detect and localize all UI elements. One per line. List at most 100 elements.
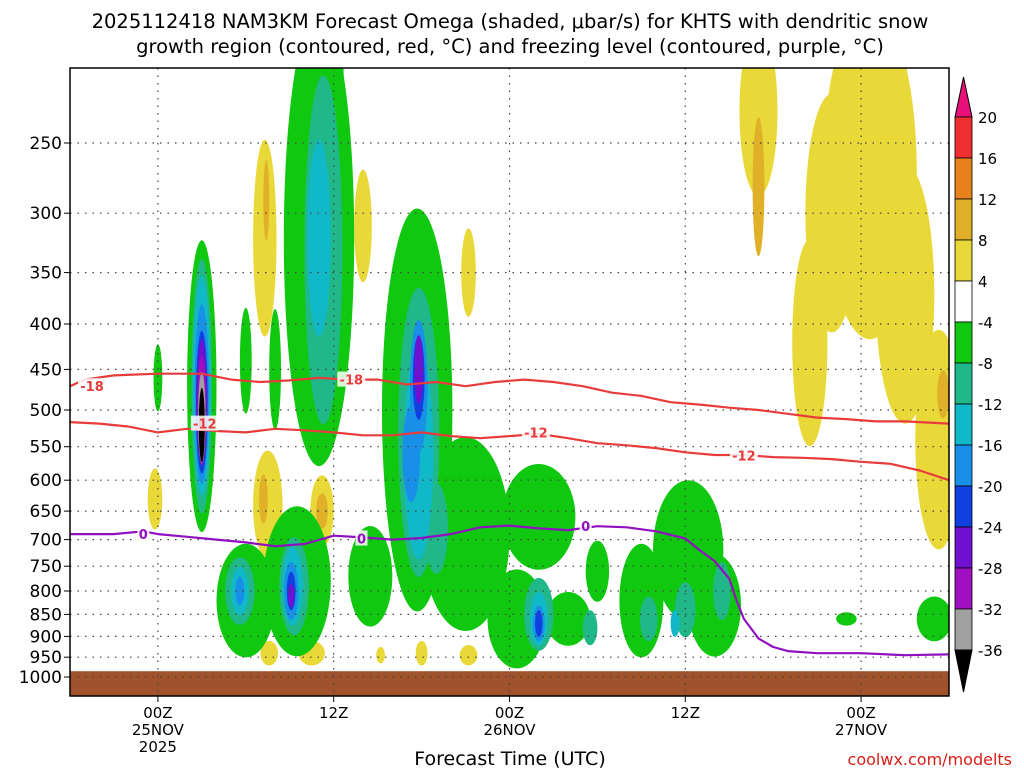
colorbar-label: -32 xyxy=(978,601,1003,619)
omega-region xyxy=(253,139,277,337)
contour-label-bg xyxy=(355,530,368,546)
y-tick-label: 750 xyxy=(30,557,62,577)
colorbar-swatch xyxy=(954,403,973,446)
colorbar-label: -4 xyxy=(978,314,993,332)
omega-region xyxy=(376,647,385,664)
x-tick-time: 00Z xyxy=(846,704,875,722)
contour--12 xyxy=(70,421,949,482)
colorbar-label: 16 xyxy=(978,150,997,168)
credit-link[interactable]: coolwx.com/modelts xyxy=(848,750,1012,768)
omega-region xyxy=(316,493,328,529)
colorbar-label: -8 xyxy=(978,355,993,373)
colorbar-label: -16 xyxy=(978,437,1003,455)
contour-label: -18 xyxy=(80,380,104,395)
colorbar-swatch xyxy=(954,567,973,610)
contour-label-bg xyxy=(190,415,219,431)
colorbar-label: -12 xyxy=(978,396,1003,414)
contour-label: 0 xyxy=(581,520,590,535)
omega-region xyxy=(459,645,478,666)
colorbar-label: -24 xyxy=(978,519,1003,537)
contour-label: 0 xyxy=(357,533,366,548)
omega-region xyxy=(670,610,680,637)
contour-label: -12 xyxy=(193,418,217,433)
y-tick-label: 300 xyxy=(30,204,62,224)
x-tick-time: 12Z xyxy=(319,704,348,722)
omega-region xyxy=(414,335,424,404)
contour-label: -12 xyxy=(524,426,548,441)
plot-area: -18 -18 -12 -12 -12 0 0 0 xyxy=(69,67,950,697)
colorbar-swatch xyxy=(954,198,973,241)
y-tick-label: 650 xyxy=(30,502,62,522)
omega-region xyxy=(937,370,949,419)
x-tick-year: 2025 xyxy=(139,738,177,756)
contour-label-bg xyxy=(137,526,150,542)
y-tick-label: 550 xyxy=(30,438,62,458)
y-tick-label: 450 xyxy=(30,360,62,380)
y-tick-label: 900 xyxy=(30,627,62,647)
colorbar-label: 20 xyxy=(978,109,997,127)
colorbar-swatch xyxy=(954,116,973,159)
chart-title-line-2: growth region (contoured, red, °C) and f… xyxy=(136,35,884,58)
colorbar-swatch xyxy=(954,526,973,569)
colorbar-swatch xyxy=(954,608,973,651)
contour-label-bg xyxy=(521,424,550,440)
omega-region xyxy=(585,540,610,602)
omega-region xyxy=(421,437,510,631)
colorbar-label: -20 xyxy=(978,478,1003,496)
omega-region xyxy=(792,239,828,447)
contour-label-bg xyxy=(337,371,366,387)
x-axis-label: Forecast Time (UTC) xyxy=(414,748,605,768)
colorbar-swatch xyxy=(954,444,973,487)
y-tick-label: 1000 xyxy=(19,668,62,688)
y-tick-label: 850 xyxy=(30,605,62,625)
colorbar-swatch xyxy=(954,362,973,405)
contour-0 xyxy=(70,524,949,657)
colorbar-swatch xyxy=(954,485,973,528)
omega-region xyxy=(259,474,268,524)
omega-region xyxy=(875,164,935,424)
contour-label-bg xyxy=(579,518,592,534)
omega-region xyxy=(402,405,421,503)
colorbar-label: -36 xyxy=(978,642,1003,660)
contour-label: 0 xyxy=(139,528,148,543)
x-tick-time: 12Z xyxy=(671,704,700,722)
omega-region xyxy=(619,543,664,658)
colorbar-label: -28 xyxy=(978,560,1003,578)
x-tick-time: 00Z xyxy=(143,704,172,722)
x-tick-date: 25NOV xyxy=(132,721,185,739)
omega-region xyxy=(269,309,281,430)
omega-region xyxy=(307,139,331,337)
omega-region xyxy=(153,344,163,412)
colorbar-label: 4 xyxy=(978,273,988,291)
colorbar-label: 8 xyxy=(978,232,988,250)
omega-region xyxy=(354,169,372,283)
y-tick-label: 800 xyxy=(30,582,62,602)
pressure-axis: 2503003504004505005506006507007508008509… xyxy=(19,134,70,688)
contour-label-bg xyxy=(729,447,758,463)
omega-region xyxy=(502,464,576,570)
omega-region xyxy=(147,468,163,530)
contour-label: -12 xyxy=(732,450,756,465)
omega-region xyxy=(263,160,270,241)
colorbar-swatch xyxy=(954,321,973,364)
omega-region xyxy=(535,610,543,637)
contour--18 xyxy=(70,372,949,425)
omega-region xyxy=(239,307,252,414)
omega-region xyxy=(235,576,245,606)
temperature-contours: -18 -18 -12 -12 -12 0 0 0 xyxy=(70,371,949,657)
omega-region xyxy=(916,596,949,642)
omega-region xyxy=(260,640,279,666)
y-tick-label: 600 xyxy=(30,471,62,491)
omega-region xyxy=(639,596,658,642)
omega-region xyxy=(415,640,428,666)
y-tick-label: 700 xyxy=(30,531,62,551)
omega-region xyxy=(348,526,393,627)
omega-colorbar: 20 16 12 8 4 -4 -8 -12 -16 -20 -24 -28 -32 -36 xyxy=(954,76,1003,693)
omega-region xyxy=(546,592,591,646)
x-tick-date: 27NOV xyxy=(835,721,888,739)
omega-region xyxy=(288,583,295,608)
omega-shading xyxy=(147,68,949,669)
x-tick-date: 26NOV xyxy=(483,721,536,739)
